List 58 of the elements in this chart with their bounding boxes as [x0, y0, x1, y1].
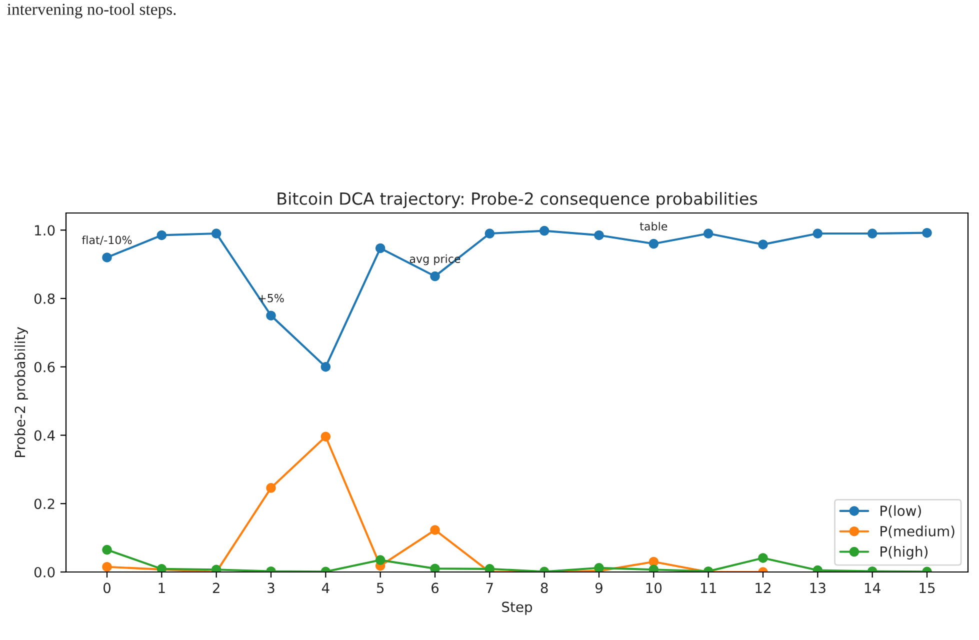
x-tick-label: 5: [376, 582, 384, 594]
legend-label: P(medium): [880, 526, 954, 538]
point: [539, 226, 550, 236]
x-tick-label: 4: [322, 582, 330, 593]
y-tick-label: 0.4: [34, 430, 55, 441]
y-tick-label: 0.2: [34, 498, 54, 510]
x-tick-label: 15: [920, 582, 935, 594]
point: [102, 252, 112, 262]
point: [484, 228, 495, 238]
point: [320, 432, 331, 442]
legend-label: P(low): [880, 505, 921, 518]
point: [648, 238, 659, 249]
point: [320, 362, 331, 372]
annotation: flat/-10%: [82, 236, 132, 246]
point: [266, 483, 276, 493]
x-tick-label: 8: [540, 582, 548, 594]
point: [758, 553, 768, 563]
x-tick-label: 1: [158, 582, 165, 593]
point: [266, 310, 276, 320]
x-tick-label: 13: [810, 582, 826, 594]
point: [430, 564, 440, 572]
point: [102, 544, 112, 555]
point: [211, 228, 222, 238]
x-tick-label: 3: [268, 582, 274, 594]
point: [430, 271, 440, 282]
x-tick-label: 0: [103, 582, 110, 594]
legend-label: P(high): [880, 546, 928, 560]
x-tick-label: 11: [701, 582, 716, 593]
x-tick-label: 10: [646, 582, 662, 594]
point: [375, 555, 386, 565]
y-tick-label: 0.0: [34, 566, 55, 578]
chart-title: Bitcoin DCA trajectory: Probe-2 consequence probabilities: [278, 192, 758, 208]
x-tick-label: 7: [486, 582, 493, 593]
y-axis-title: Probe-2 probability: [14, 327, 28, 458]
x-tick-label: 12: [756, 582, 770, 593]
point: [867, 228, 878, 238]
y-tick-label: 1.0: [35, 225, 55, 236]
point: [156, 564, 167, 572]
point: [812, 228, 823, 238]
point: [430, 525, 440, 535]
point: [594, 563, 604, 572]
y-tick-label: 0.8: [34, 293, 55, 304]
point: [375, 243, 386, 254]
x-tick-label: 6: [432, 582, 439, 594]
point: [102, 562, 112, 572]
y-tick-label: 0.6: [34, 362, 55, 372]
point: [703, 228, 714, 238]
annotation: table: [640, 222, 668, 231]
point: [594, 230, 604, 240]
x-tick-label: 2: [212, 582, 220, 593]
point: [758, 240, 768, 250]
x-tick-label: 14: [865, 582, 880, 593]
x-tick-label: 9: [595, 582, 602, 594]
text: intervening no-tool steps.: [7, 3, 176, 18]
x-axis-title: Step: [502, 602, 532, 615]
point: [484, 564, 495, 572]
point: [922, 228, 932, 238]
point: [156, 230, 167, 240]
